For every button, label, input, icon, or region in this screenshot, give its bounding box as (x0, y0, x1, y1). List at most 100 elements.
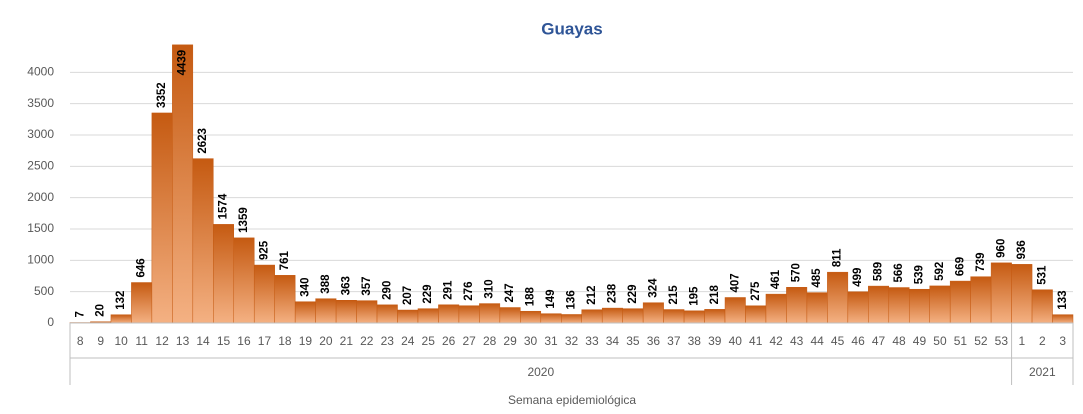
value-label: 925 (258, 240, 270, 260)
bar (376, 304, 398, 324)
value-label: 589 (873, 262, 885, 281)
bar (356, 300, 378, 324)
value-label: 960 (995, 239, 1007, 258)
y-tick-label: 4000 (27, 65, 54, 79)
bar (663, 309, 685, 324)
x-tick-label: 13 (176, 334, 190, 348)
x-tick-label: 8 (77, 334, 84, 348)
value-label: 566 (893, 263, 905, 282)
x-tick-label: 48 (892, 334, 906, 348)
x-tick-label: 31 (544, 334, 558, 348)
bar (1011, 264, 1033, 324)
bar (908, 288, 930, 324)
value-label: 247 (504, 283, 516, 302)
value-label: 1574 (218, 193, 230, 219)
x-tick-label: 20 (319, 334, 333, 348)
bar (520, 310, 542, 324)
value-label: 238 (606, 283, 618, 303)
x-tick-label: 30 (524, 334, 538, 348)
bar (438, 304, 460, 324)
bar (806, 292, 828, 324)
value-label: 149 (545, 289, 557, 308)
bar (458, 305, 480, 324)
bar (397, 309, 419, 324)
bar (110, 314, 132, 324)
bar (949, 280, 971, 324)
bar (1031, 289, 1053, 324)
value-label: 218 (709, 285, 721, 305)
bar (274, 275, 296, 324)
value-label: 531 (1036, 265, 1048, 285)
value-label: 669 (954, 257, 966, 276)
bar (581, 309, 603, 324)
x-tick-label: 24 (401, 334, 415, 348)
x-tick-label: 34 (606, 334, 620, 348)
bar (561, 314, 582, 324)
y-tick-label: 500 (34, 284, 54, 298)
y-tick-label: 2000 (27, 190, 54, 204)
bar (172, 44, 194, 324)
bar (294, 301, 316, 324)
bar (724, 297, 746, 324)
x-tick-label: 19 (299, 334, 313, 348)
value-label: 215 (668, 285, 680, 305)
x-tick-label: 15 (217, 334, 231, 348)
value-label: 499 (852, 268, 864, 287)
x-tick-label: 43 (790, 334, 804, 348)
x-tick-label: 32 (565, 334, 579, 348)
value-label: 290 (381, 281, 393, 300)
value-label: 485 (811, 268, 823, 288)
value-label: 310 (484, 279, 496, 298)
x-tick-label: 3 (1059, 334, 1066, 348)
x-tick-label: 28 (483, 334, 497, 348)
value-label: 207 (402, 286, 414, 305)
value-label: 132 (115, 291, 127, 310)
value-label: 188 (525, 286, 537, 306)
x-tick-label: 9 (97, 334, 104, 348)
bar (540, 313, 562, 324)
bar (233, 237, 255, 324)
x-tick-label: 42 (770, 334, 784, 348)
bar (213, 224, 235, 324)
value-label: 3352 (156, 82, 168, 108)
value-label: 229 (422, 284, 434, 303)
x-tick-label: 35 (626, 334, 640, 348)
x-tick-label: 18 (278, 334, 292, 348)
bar (601, 307, 623, 324)
x-tick-label: 10 (114, 334, 128, 348)
value-label: 340 (299, 278, 311, 297)
bar (827, 271, 849, 324)
value-label: 1359 (238, 207, 250, 233)
bar (315, 298, 337, 324)
value-label: 195 (688, 286, 700, 306)
x-tick-label: 39 (708, 334, 722, 348)
chart-title: Guayas (541, 19, 602, 38)
x-tick-label: 40 (729, 334, 743, 348)
bar (1052, 314, 1074, 324)
bar (417, 308, 439, 324)
x-tick-label: 25 (422, 334, 436, 348)
value-label: 275 (750, 281, 762, 301)
value-label: 811 (832, 248, 844, 267)
value-label: 739 (975, 253, 987, 272)
bar (990, 262, 1012, 324)
y-tick-label: 3000 (27, 127, 54, 141)
bar (499, 307, 521, 324)
x-axis-label: Semana epidemiológica (508, 393, 636, 407)
value-label: 136 (566, 290, 578, 309)
x-tick-label: 29 (503, 334, 517, 348)
value-label: 357 (361, 276, 373, 295)
value-label: 133 (1057, 290, 1069, 309)
bar (192, 158, 214, 324)
value-label: 20 (95, 304, 107, 317)
value-label: 539 (914, 265, 926, 284)
value-label: 4439 (177, 50, 189, 76)
y-tick-label: 1500 (27, 221, 54, 235)
bar (683, 310, 705, 324)
x-tick-label: 23 (381, 334, 395, 348)
x-tick-label: 46 (851, 334, 865, 348)
x-tick-label: 14 (196, 334, 210, 348)
x-tick-label: 44 (810, 334, 824, 348)
value-label: 461 (770, 269, 782, 289)
